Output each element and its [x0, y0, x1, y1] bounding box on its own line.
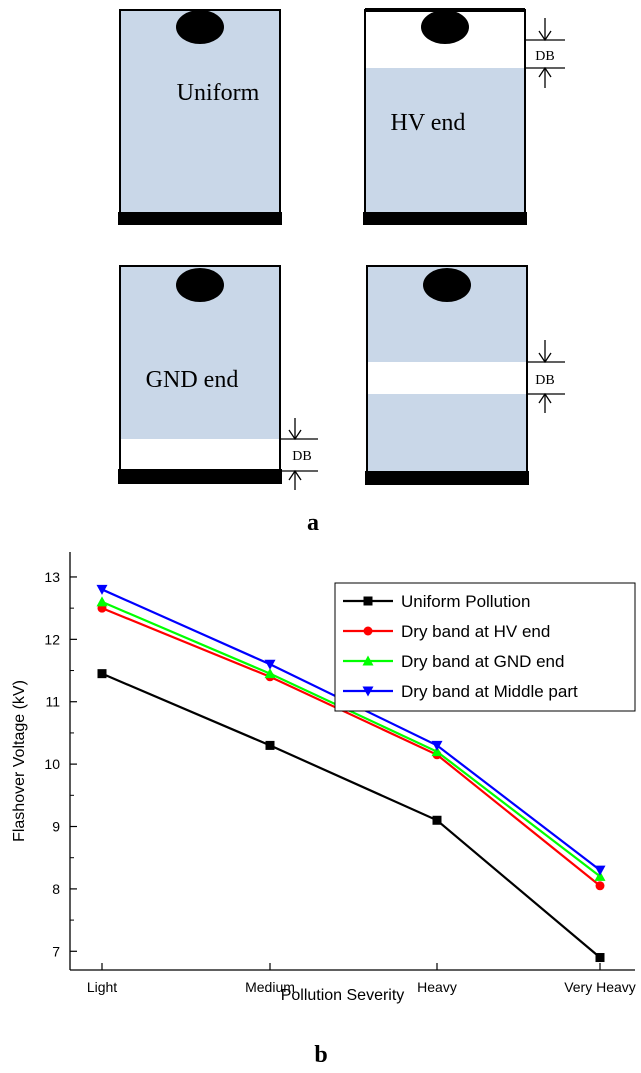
dry-band-label: DB	[292, 449, 311, 464]
panel-a-caption: a	[307, 510, 319, 536]
legend-swatch-marker	[364, 627, 373, 636]
y-axis-label: Flashover Voltage (kV)	[11, 680, 28, 842]
y-tick-label: 10	[44, 756, 60, 772]
x-tick-label: Light	[87, 979, 117, 995]
cell-label: GND end	[146, 367, 239, 393]
hv-electrode	[176, 268, 224, 302]
polluted-layer-lower	[367, 394, 527, 472]
dry-band	[367, 362, 527, 394]
ground-electrode	[365, 471, 529, 485]
data-point	[97, 585, 108, 595]
y-tick-label: 11	[45, 694, 60, 710]
data-point	[98, 669, 107, 678]
legend-entry: Uniform Pollution	[401, 592, 530, 611]
panel-b-caption: b	[314, 1042, 327, 1068]
data-point	[265, 660, 276, 670]
dry-band	[120, 439, 280, 471]
data-point	[97, 596, 108, 606]
hv-electrode	[423, 268, 471, 302]
legend-entry: Dry band at HV end	[401, 622, 550, 641]
data-point	[596, 953, 605, 962]
cell-gnd-end: GND end DB	[118, 266, 318, 490]
legend-entry: Dry band at Middle part	[401, 682, 578, 701]
y-tick-label: 8	[52, 881, 60, 897]
cell-label: HV end	[391, 110, 466, 136]
dry-band-label: DB	[535, 49, 554, 64]
y-tick-label: 9	[52, 819, 60, 835]
ground-electrode	[118, 469, 282, 484]
data-point	[266, 741, 275, 750]
ground-electrode	[363, 212, 527, 225]
pollution-schematic-panel: Uniform HV end DB GND end	[0, 0, 641, 545]
data-point	[433, 816, 442, 825]
series-line-0	[102, 674, 600, 958]
legend-swatch-marker	[364, 597, 373, 606]
y-tick-label: 12	[44, 631, 60, 647]
hv-electrode	[421, 10, 469, 44]
hv-electrode	[176, 10, 224, 44]
data-point	[596, 881, 605, 890]
cell-middle: DB	[365, 266, 565, 485]
ground-electrode	[118, 212, 282, 225]
y-tick-label: 13	[44, 569, 60, 585]
x-tick-label: Very Heavy	[564, 979, 636, 995]
polluted-layer	[365, 68, 525, 215]
cell-label: Uniform	[177, 80, 260, 106]
cell-hv-end: HV end DB	[363, 10, 565, 225]
legend-entry: Dry band at GND end	[401, 652, 564, 671]
x-axis-label: Pollution Severity	[281, 987, 405, 1004]
dry-band-label: DB	[535, 373, 554, 388]
x-tick-label: Heavy	[417, 979, 457, 995]
y-tick-label: 7	[52, 943, 60, 959]
cell-uniform: Uniform	[118, 10, 282, 225]
